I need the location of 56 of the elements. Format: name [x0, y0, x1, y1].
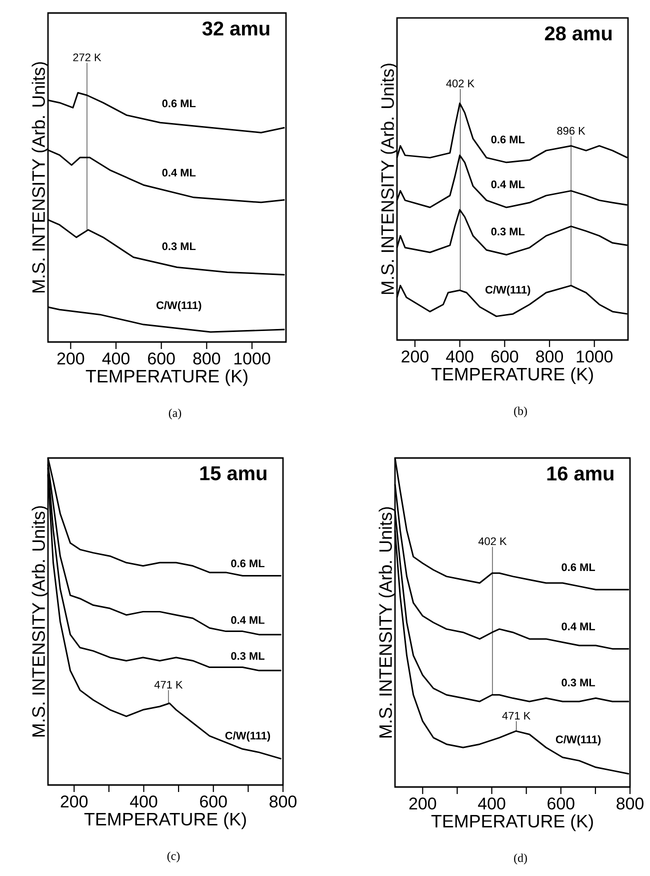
annotation: 471 K [154, 680, 183, 688]
series-label: C/W(111) [486, 286, 530, 296]
x-tick-label: 800 [193, 352, 220, 365]
series-label: 0.6 ML [231, 560, 264, 568]
x-tick-label: 800 [616, 798, 644, 810]
annotation: 402 K [478, 537, 507, 546]
x-tick-label: 200 [57, 352, 84, 365]
text: (d) [514, 854, 527, 864]
x-tick-label: 400 [478, 798, 506, 810]
y-axis-title: M.S. INTENSITY (Arb. Units) [32, 506, 48, 736]
x-axis-title: TEMPERATURE (K) [431, 814, 593, 832]
x-tick-label: 1000 [234, 352, 270, 365]
text: (b) [514, 406, 527, 418]
y-axis-title: M.S. INTENSITY (Arb. Units) [380, 64, 398, 294]
series-label: 0.3 ML [562, 678, 596, 686]
series-label: 0.3 ML [162, 242, 196, 250]
x-tick-label: 400 [130, 796, 158, 808]
chart-title: 28 amu [544, 26, 612, 40]
x-axis-title: TEMPERATURE (K) [84, 812, 246, 830]
x-tick-label: 600 [200, 796, 227, 808]
x-tick-label: 1000 [576, 350, 613, 363]
x-axis-title: TEMPERATURE (K) [86, 369, 248, 386]
chart-title: 32 amu [202, 21, 270, 36]
y-axis-title: M.S. INTENSITY (Arb. Units) [378, 507, 396, 738]
x-tick-label: 200 [409, 798, 436, 810]
series-label: C/W(111) [556, 735, 601, 746]
x-tick-label: 400 [102, 352, 130, 365]
series-label: C/W(111) [156, 301, 202, 312]
text: (a) [168, 408, 182, 420]
series-label: 0.4 ML [162, 168, 196, 177]
series-label: 0.6 ML [491, 136, 525, 144]
series-label: 0.4 ML [491, 180, 525, 188]
annotation: 896 K [557, 126, 586, 135]
series-label: 0.4 ML [562, 622, 596, 630]
chart-title: 16 amu [547, 466, 614, 481]
x-tick-label: 400 [446, 350, 474, 363]
annotation: 471 K [502, 712, 530, 720]
x-tick-label: 600 [548, 798, 574, 810]
x-tick-label: 200 [402, 350, 428, 363]
series-label: C/W(111) [225, 731, 270, 742]
chart-title: 15 amu [200, 466, 266, 480]
series-label: 0.6 ML [162, 100, 196, 108]
x-tick-label: 200 [60, 796, 88, 808]
y-axis-title: M.S. INTENSITY (Arb. Units) [32, 62, 48, 292]
annotation: 272 K [73, 54, 102, 62]
x-tick-label: 600 [491, 350, 518, 363]
x-tick-label: 600 [148, 352, 175, 365]
series-label: 0.4 ML [231, 616, 264, 624]
x-axis-title: TEMPERATURE (K) [431, 367, 593, 384]
text: (c) [167, 852, 180, 862]
x-tick-label: 800 [270, 796, 296, 808]
series-label: 0.6 ML [562, 563, 596, 572]
series-label: 0.3 ML [231, 652, 264, 660]
x-tick-label: 800 [536, 350, 563, 363]
series-label: 0.3 ML [491, 228, 525, 236]
annotation: 402 K [446, 80, 474, 88]
